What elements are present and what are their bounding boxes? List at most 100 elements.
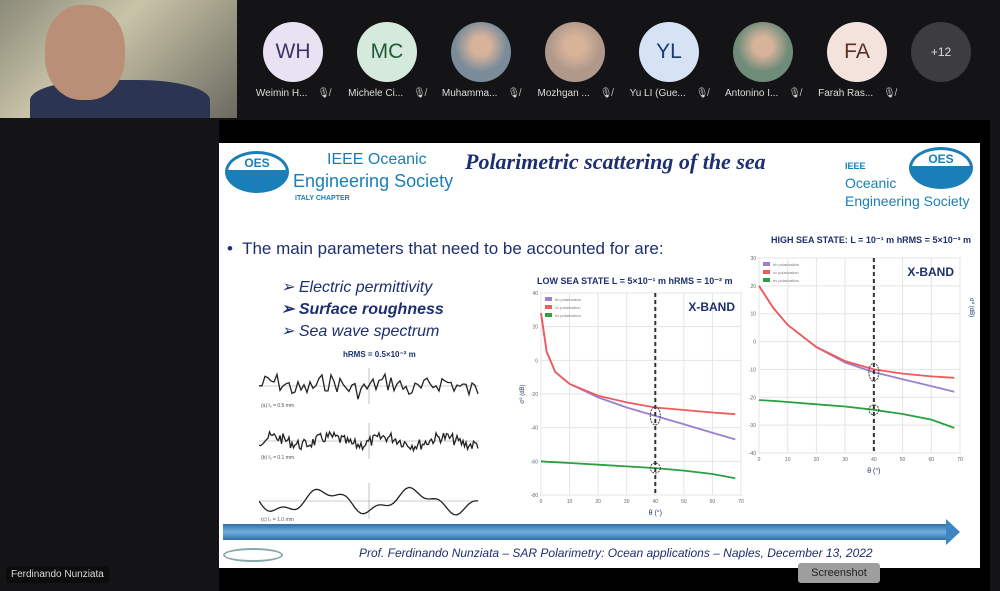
highlight-ellipse xyxy=(649,462,661,474)
roughness-caption: (a) l₀ = 0.5 mm xyxy=(261,403,295,409)
x-tick-label: 20 xyxy=(814,457,820,463)
legend-swatch xyxy=(545,305,552,309)
participant-name-row: Antonino I... 🎙︎̸ xyxy=(725,88,801,99)
roughness-label: hRMS = 0.5×10⁻² m xyxy=(343,350,416,359)
highlight-ellipse xyxy=(868,404,880,416)
legend-swatch xyxy=(763,278,770,282)
participant-tile[interactable]: Mozhgan ... 🎙︎̸ xyxy=(538,22,612,99)
participant-avatar xyxy=(733,22,793,82)
x-axis-label: θ (°) xyxy=(649,509,662,517)
chart-low-title: LOW SEA STATE L = 5×10⁻¹ m hRMS = 10⁻² m xyxy=(537,276,733,286)
participant-avatar: MC xyxy=(357,22,417,82)
y-tick-label: 40 xyxy=(532,291,538,297)
x-tick-label: 40 xyxy=(653,499,659,505)
highlight-ellipse xyxy=(868,362,880,382)
participant-name-row: Michele Ci... 🎙︎̸ xyxy=(348,88,426,99)
participant-tile[interactable]: Muhamma... 🎙︎̸ xyxy=(442,22,520,99)
participant-name: Muhamma... xyxy=(441,88,498,99)
series-line-hv xyxy=(540,460,736,480)
timeline-arrow xyxy=(223,524,948,540)
sub-item-text: Sea wave spectrum xyxy=(298,323,440,340)
participant-tile[interactable]: WH Weimin H... 🎙︎̸ xyxy=(256,22,330,99)
participant-avatar: YL xyxy=(639,22,699,82)
y-tick-label: 20 xyxy=(750,284,756,290)
y-tick-label: 0 xyxy=(753,340,756,346)
logo-left-line2: Engineering Society xyxy=(293,171,454,191)
sub-item-text: Surface roughness xyxy=(298,301,444,318)
participant-tile[interactable]: YL Yu LI (Gue... 🎙︎̸ xyxy=(630,22,708,99)
x-tick-label: 30 xyxy=(624,499,630,505)
highlight-ellipse xyxy=(649,406,661,426)
participant-avatar xyxy=(451,22,511,82)
legend-label: hh polarization xyxy=(773,262,799,267)
logo-left-line3: ITALY CHAPTER xyxy=(295,195,350,202)
legend-label: vv polarization xyxy=(773,270,799,275)
x-tick-label: 20 xyxy=(595,499,601,505)
x-tick-label: 60 xyxy=(929,457,935,463)
participant-tile[interactable]: FA Farah Ras... 🎙︎̸ xyxy=(818,22,896,99)
mic-muted-icon: 🎙︎̸ xyxy=(883,88,896,99)
y-axis-label: σ⁰ (dB) xyxy=(968,298,975,317)
participant-name: Weimin H... xyxy=(255,88,308,99)
y-tick-label: 30 xyxy=(750,256,756,262)
y-tick-label: -60 xyxy=(531,459,538,465)
logo-right-line3: Engineering Society xyxy=(845,193,970,209)
logo-right-line2: Oceanic xyxy=(845,175,897,191)
series-line-vv xyxy=(540,313,736,416)
mic-muted-icon: 🎙︎̸ xyxy=(507,88,521,99)
sub-item: ➢ Electric permittivity xyxy=(281,279,433,296)
legend-swatch xyxy=(545,313,552,317)
x-axis-label: θ (°) xyxy=(867,467,880,475)
x-tick-label: 60 xyxy=(710,499,716,505)
x-tick-label: 50 xyxy=(900,457,906,463)
overflow-count: +12 xyxy=(911,22,971,82)
x-tick-label: 0 xyxy=(540,499,543,505)
roughness-caption: (c) l₀ = 1.0 mm xyxy=(261,517,294,523)
legend-label: vv polarization xyxy=(555,305,581,310)
participant-avatar: WH xyxy=(263,22,323,82)
x-tick-label: 50 xyxy=(681,499,687,505)
legend-label: hv polarization xyxy=(555,313,581,318)
timeline-arrowhead xyxy=(946,519,960,545)
self-name-label: Ferdinando Nunziata xyxy=(6,566,109,583)
band-label: X-BAND xyxy=(688,300,735,314)
participant-name-row: Farah Ras... 🎙︎̸ xyxy=(818,88,896,99)
sub-item: ➢ Sea wave spectrum xyxy=(281,323,440,340)
x-tick-label: 30 xyxy=(842,457,848,463)
legend-swatch xyxy=(763,262,770,266)
roughness-caption: (b) l₀ = 0.1 mm xyxy=(261,455,295,461)
slide-footer: Prof. Ferdinando Nunziata – SAR Polarime… xyxy=(359,546,873,560)
self-video-tile[interactable] xyxy=(0,0,237,118)
participant-tile[interactable]: MC Michele Ci... 🎙︎̸ xyxy=(348,22,426,99)
logo-left-line1: IEEE Oceanic xyxy=(327,151,427,168)
participant-tile[interactable]: Antonino I... 🎙︎̸ xyxy=(725,22,801,99)
legend-label: hv polarization xyxy=(773,278,799,283)
plot-area xyxy=(758,257,961,454)
band-label: X-BAND xyxy=(907,265,954,279)
y-tick-label: 10 xyxy=(750,312,756,318)
chart-high-title: HIGH SEA STATE: L = 10⁻¹ m hRMS = 5×10⁻³… xyxy=(771,235,971,245)
participant-name: Michele Ci... xyxy=(348,88,404,99)
mic-muted-icon: 🎙︎̸ xyxy=(788,88,802,99)
legend-swatch xyxy=(545,297,552,301)
more-participants-button[interactable]: +12 xyxy=(910,22,972,82)
x-tick-label: 70 xyxy=(957,457,963,463)
mic-muted-icon: 🎙︎̸ xyxy=(695,88,709,99)
participant-name-row: Muhamma... 🎙︎̸ xyxy=(442,88,520,99)
bullet-text: The main parameters that need to be acco… xyxy=(242,239,664,258)
roughness-profiles xyxy=(259,368,479,519)
mic-muted-icon: 🎙︎̸ xyxy=(599,88,613,99)
x-tick-label: 40 xyxy=(871,457,877,463)
participant-name: Yu LI (Gue... xyxy=(629,88,686,99)
footer-logo xyxy=(223,548,283,562)
y-tick-label: 0 xyxy=(535,358,538,364)
participant-avatar: FA xyxy=(827,22,887,82)
series-line-vv xyxy=(758,285,955,379)
x-tick-label: 70 xyxy=(738,499,744,505)
sub-item: ➢ Surface roughness xyxy=(281,301,444,318)
video-face xyxy=(45,5,125,100)
y-tick-label: -20 xyxy=(749,395,756,401)
x-tick-label: 10 xyxy=(567,499,573,505)
screenshot-tooltip: Screenshot xyxy=(798,563,880,583)
y-tick-label: -10 xyxy=(749,367,756,373)
